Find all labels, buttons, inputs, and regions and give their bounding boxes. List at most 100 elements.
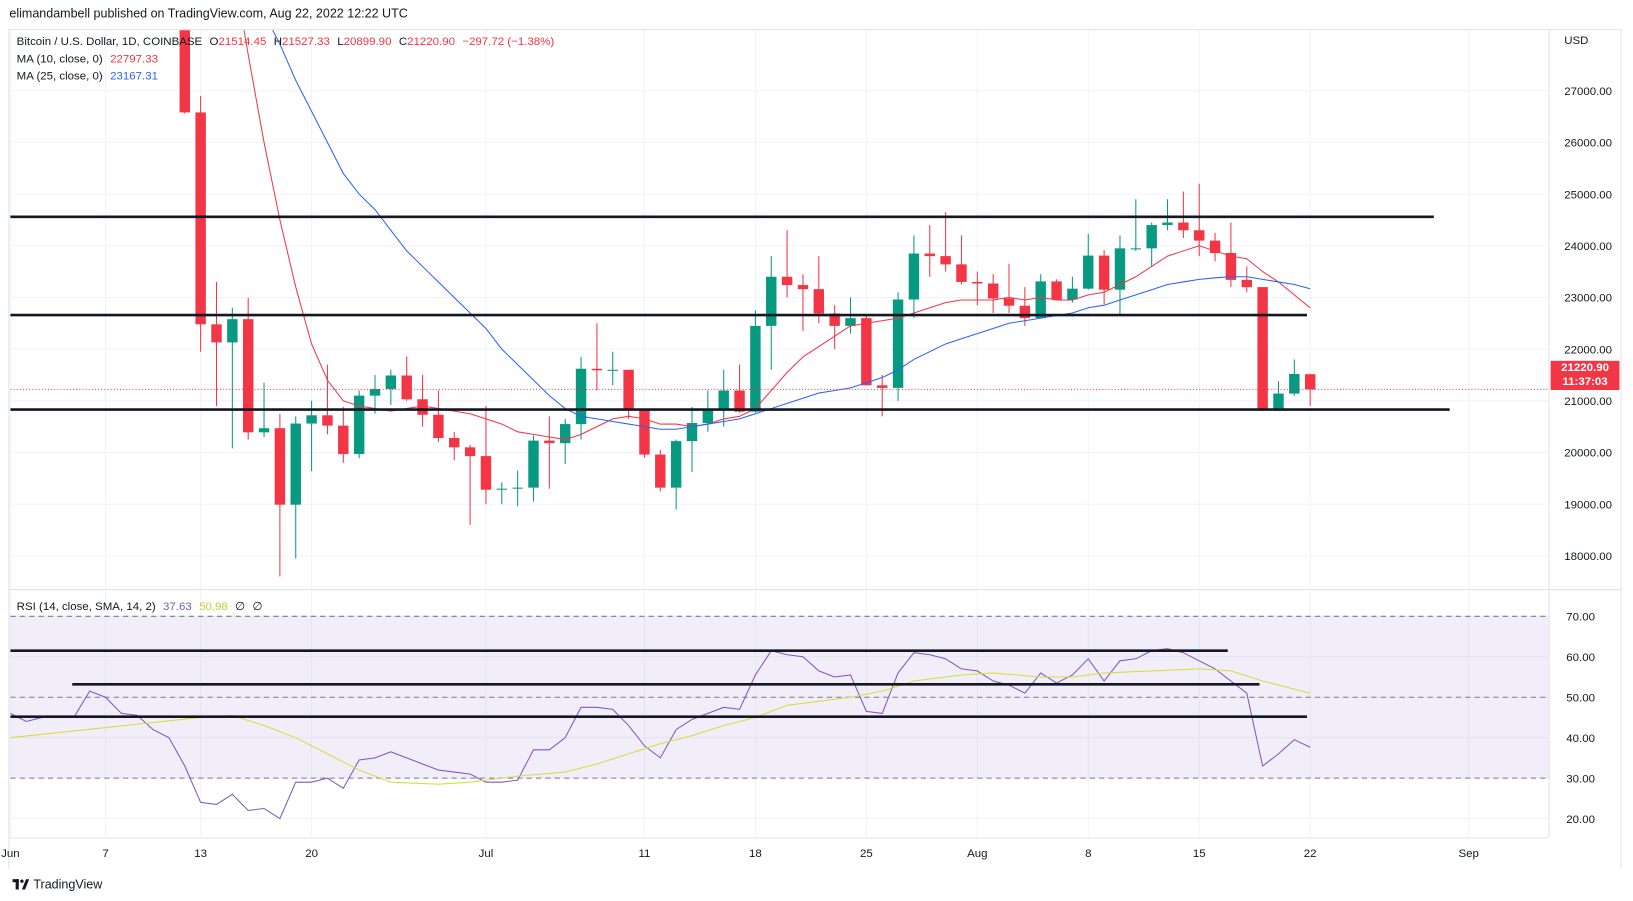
candle-down	[655, 454, 666, 488]
rsi-tick-label: 60.00	[1566, 652, 1595, 664]
price-tick-label: 18000.00	[1564, 551, 1612, 563]
time-tick-label: 15	[1193, 848, 1206, 860]
candle-down	[544, 440, 555, 444]
candle-down	[623, 369, 634, 409]
currency-label: USD	[1564, 35, 1588, 47]
candle-down	[781, 276, 793, 286]
candle-up	[353, 395, 365, 455]
price-tick-label: 26000.00	[1564, 138, 1612, 150]
candle-down	[987, 283, 999, 299]
ma25-legend[interactable]: MA (25, close, 0) 23167.31	[17, 70, 162, 83]
rsi-extra-2: ∅	[252, 600, 263, 614]
candle-up	[766, 276, 777, 326]
high-label: H	[273, 35, 282, 48]
close-label: C	[398, 35, 408, 48]
price-tick-label: 21000.00	[1564, 396, 1612, 408]
rsi-tick-label: 20.00	[1566, 814, 1595, 826]
candle-down	[322, 415, 333, 426]
candle-up	[1273, 393, 1284, 410]
tradingview-logo-text: TradingView	[33, 876, 103, 892]
candle-up	[670, 441, 682, 488]
candle-down	[401, 375, 412, 400]
candle-down	[433, 414, 444, 439]
time-tick-label: 8	[1085, 848, 1091, 860]
open-value: 21514.45	[218, 35, 267, 48]
ma10-line	[243, 30, 1311, 441]
candle-down	[1304, 374, 1316, 390]
rsi-tick-label: 50.00	[1566, 692, 1595, 704]
candle-up	[686, 423, 698, 442]
tradingview-logo[interactable]: TradingView	[12, 876, 103, 892]
candle-down	[211, 324, 222, 343]
candle-up	[559, 424, 571, 444]
candle-down	[1178, 222, 1189, 231]
ma10-value: 22797.33	[110, 53, 158, 66]
candle-down	[1019, 305, 1031, 319]
time-tick-label: 25	[860, 848, 873, 860]
candle-down	[924, 253, 935, 257]
candle-down	[1257, 287, 1268, 410]
rsi-value: 37.63	[163, 600, 192, 614]
tradingview-logo-icon	[12, 879, 30, 890]
candle-down	[797, 285, 809, 290]
rsi-extra-1: ∅	[235, 600, 246, 614]
candle-up	[575, 368, 587, 425]
price-tick-label: 24000.00	[1564, 241, 1612, 253]
price-tick-label: 27000.00	[1564, 86, 1612, 98]
symbol-legend: Bitcoin / U.S. Dollar, 1D, COINBASE O215…	[17, 35, 559, 48]
rsi-legend[interactable]: RSI (14, close, SMA, 14, 2) 37.63 50.98 …	[17, 600, 267, 614]
rsi-tick-label: 40.00	[1566, 733, 1595, 745]
low-value: 20899.90	[343, 35, 392, 48]
time-tick-label: Jun	[1, 848, 20, 860]
publisher-caption: elimandambell published on TradingView.c…	[9, 6, 408, 21]
candle-down	[1194, 230, 1205, 241]
candle-up	[1130, 248, 1142, 250]
candle-down	[734, 390, 745, 412]
candle-down	[591, 368, 603, 371]
candle-up	[512, 487, 523, 489]
candle-up	[718, 390, 729, 410]
ma25-label: MA (25, close, 0)	[16, 69, 103, 83]
ma25-line	[272, 30, 1311, 430]
candle-down	[480, 456, 492, 490]
rsi-tick-label: 30.00	[1566, 773, 1595, 785]
candle-down	[449, 438, 460, 448]
candle-down	[1051, 281, 1062, 300]
price-tick-label: 20000.00	[1564, 448, 1612, 460]
candle-down	[861, 318, 872, 386]
candle-down	[1241, 279, 1252, 288]
candle-down	[876, 385, 888, 388]
candle-up	[1162, 222, 1173, 226]
candle-up	[892, 299, 904, 388]
price-tick-label: 19000.00	[1564, 499, 1612, 511]
symbol-title: Bitcoin / U.S. Dollar, 1D, COINBASE	[16, 35, 203, 48]
candle-down	[195, 112, 206, 325]
price-tick-label: 22000.00	[1564, 344, 1612, 356]
time-tick-label: 22	[1304, 848, 1317, 860]
candle-up	[528, 440, 539, 488]
candle-up	[607, 369, 618, 371]
candle-down	[1225, 253, 1237, 280]
ma10-label: MA (10, close, 0)	[16, 53, 103, 66]
time-tick-label: 13	[194, 848, 207, 860]
candle-up	[908, 253, 920, 300]
candle-down	[972, 281, 983, 284]
candle-up	[385, 375, 397, 389]
candle-down	[813, 289, 825, 314]
price-tick-label: 23000.00	[1564, 293, 1612, 305]
high-value: 21527.33	[281, 35, 330, 48]
time-tick-label: 11	[638, 848, 650, 860]
candle-down	[940, 256, 951, 265]
chart-frame	[8, 29, 1622, 869]
rsi-label: RSI (14, close, SMA, 14, 2)	[16, 600, 156, 614]
ma10-legend[interactable]: MA (10, close, 0) 22797.33	[17, 53, 162, 66]
candle-up	[306, 415, 317, 424]
candle-up	[227, 319, 238, 343]
candle-down	[464, 447, 476, 457]
candle-down	[417, 399, 428, 415]
candle-up	[1067, 288, 1078, 300]
candle-up	[369, 388, 381, 396]
candle-up	[1083, 255, 1094, 289]
